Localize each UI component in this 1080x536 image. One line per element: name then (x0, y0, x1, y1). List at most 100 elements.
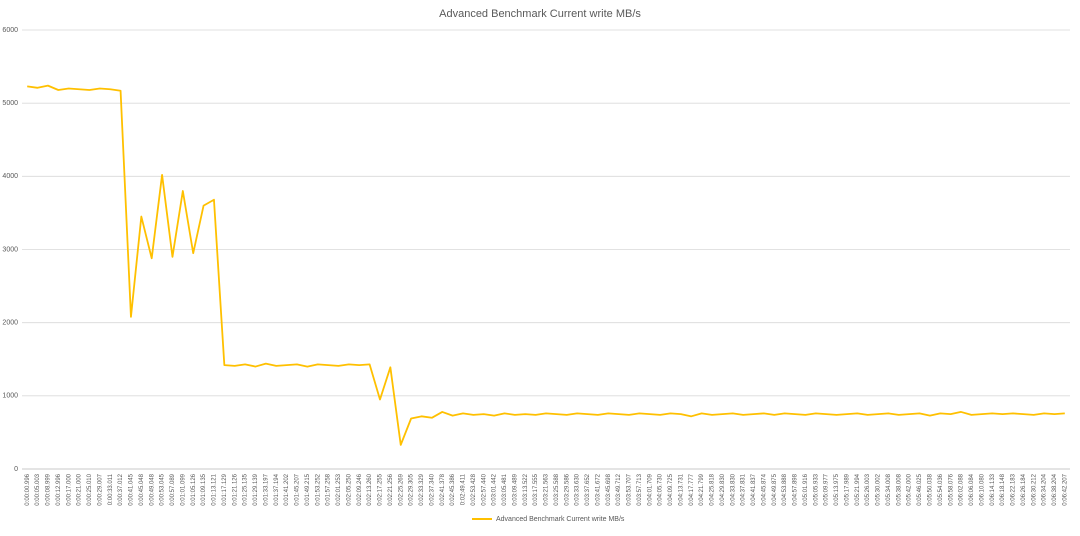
x-tick-label: 0:05:09.977 (824, 473, 830, 505)
data-line (27, 84, 1065, 446)
x-tick-label: 0:03:05.481 (502, 473, 508, 505)
x-tick-label: 0:04:49.875 (772, 473, 778, 505)
x-tick-label: 0:03:01.442 (492, 473, 498, 505)
x-tick-label: 0:04:29.830 (720, 473, 726, 505)
x-tick-label: 0:02:49.411 (461, 473, 467, 505)
x-tick-label: 0:02:17.255 (378, 473, 384, 505)
x-tick-label: 0:06:38.204 (1052, 473, 1058, 505)
x-tick-label: 0:01:41.202 (284, 473, 290, 505)
x-tick-label: 0:00:29.007 (97, 473, 103, 505)
x-tick-label: 0:02:01.253 (336, 473, 342, 505)
x-tick-label: 0:03:21.563 (544, 473, 550, 505)
x-tick-label: 0:05:17.989 (844, 473, 850, 505)
x-tick-label: 0:06:10.080 (979, 473, 985, 505)
x-tick-label: 0:04:09.725 (668, 473, 674, 505)
x-tick-label: 0:00:41.045 (129, 473, 135, 505)
y-tick-label: 5000 (2, 100, 18, 107)
y-tick-label: 0 (14, 466, 18, 473)
x-tick-label: 0:03:13.522 (523, 473, 529, 505)
x-tick-label: 0:01:33.197 (263, 473, 269, 505)
x-tick-label: 0:00:05.003 (35, 473, 41, 505)
x-tick-label: 0:06:14.133 (990, 473, 996, 505)
x-tick-label: 0:05:01.916 (803, 473, 809, 505)
x-tick-label: 0:02:33.329 (419, 473, 425, 505)
x-tick-label: 0:05:34.008 (886, 473, 892, 505)
x-tick-label: 0:02:41.378 (440, 473, 446, 505)
x-tick-label: 0:03:53.707 (627, 473, 633, 505)
x-tick-label: 0:02:05.250 (346, 473, 352, 505)
x-tick-label: 0:00:12.996 (56, 473, 62, 505)
x-tick-label: 0:00:33.011 (108, 473, 114, 505)
x-tick-label: 0:01:13.121 (212, 473, 218, 505)
x-tick-label: 0:00:57.089 (170, 473, 176, 505)
x-tick-label: 0:03:09.489 (512, 473, 518, 505)
x-tick-label: 0:04:25.818 (710, 473, 716, 505)
x-tick-label: 0:02:13.260 (367, 473, 373, 505)
x-tick-label: 0:03:57.713 (637, 473, 643, 505)
x-tick-label: 0:03:41.672 (595, 473, 601, 505)
x-tick-label: 0:00:17.000 (66, 473, 72, 505)
x-tick-label: 0:02:45.386 (450, 473, 456, 505)
x-tick-label: 0:04:21.799 (699, 473, 705, 505)
x-tick-label: 0:02:21.256 (388, 473, 394, 505)
x-tick-label: 0:05:13.975 (834, 473, 840, 505)
x-tick-label: 0:04:41.837 (751, 473, 757, 505)
x-tick-label: 0:06:26.184 (1021, 473, 1027, 505)
x-tick-label: 0:01:29.139 (253, 473, 259, 505)
x-tick-label: 0:00:21.000 (77, 473, 83, 505)
x-tick-label: 0:01:17.129 (222, 473, 228, 505)
x-tick-label: 0:00:00.996 (25, 473, 31, 505)
x-tick-label: 0:06:30.212 (1031, 473, 1037, 505)
x-tick-label: 0:05:42.000 (907, 473, 913, 505)
x-tick-label: 0:01:25.135 (243, 473, 249, 505)
x-tick-label: 0:00:53.045 (160, 473, 166, 505)
x-tick-label: 0:04:33.830 (730, 473, 736, 505)
x-tick-label: 0:04:45.874 (761, 473, 767, 505)
x-tick-label: 0:01:49.215 (305, 473, 311, 505)
x-tick-label: 0:04:17.777 (689, 473, 695, 505)
chart-title: Advanced Benchmark Current write MB/s (439, 8, 641, 20)
y-tick-label: 3000 (2, 246, 18, 253)
x-tick-label: 0:02:25.269 (398, 473, 404, 505)
y-tick-label: 2000 (2, 320, 18, 327)
x-tick-label: 0:01:57.258 (326, 473, 332, 505)
y-tick-label: 4000 (2, 173, 18, 180)
x-tick-label: 0:03:37.652 (585, 473, 591, 505)
x-tick-label: 0:05:05.933 (813, 473, 819, 505)
x-tick-label: 0:05:30.002 (876, 473, 882, 505)
x-tick-label: 0:06:34.204 (1042, 473, 1048, 505)
x-tick-label: 0:01:21.126 (232, 473, 238, 505)
x-tick-label: 0:00:49.048 (149, 473, 155, 505)
x-tick-label: 0:04:37.831 (741, 473, 747, 505)
x-tick-label: 0:05:26.003 (865, 473, 871, 505)
x-tick-label: 0:00:45.048 (139, 473, 145, 505)
x-tick-label: 0:00:08.999 (46, 473, 52, 505)
x-tick-label: 0:03:25.588 (554, 473, 560, 505)
x-tick-label: 0:05:54.036 (938, 473, 944, 505)
x-tick-label: 0:01:05.126 (191, 473, 197, 505)
x-tick-label: 0:04:57.898 (793, 473, 799, 505)
x-tick-label: 0:00:25.010 (87, 473, 93, 505)
x-tick-label: 0:02:57.440 (481, 473, 487, 505)
x-tick-label: 0:01:45.207 (295, 473, 301, 505)
x-tick-label: 0:01:37.194 (274, 473, 280, 505)
x-tick-label: 0:02:37.340 (429, 473, 435, 505)
x-tick-label: 0:04:01.709 (647, 473, 653, 505)
x-tick-label: 0:03:29.586 (564, 473, 570, 505)
x-tick-label: 0:02:53.428 (471, 473, 477, 505)
x-tick-label: 0:06:02.088 (959, 473, 965, 505)
x-tick-label: 0:06:18.148 (1000, 473, 1006, 505)
x-tick-label: 0:05:50.038 (927, 473, 933, 505)
x-tick-label: 0:05:21.994 (855, 473, 861, 505)
x-tick-label: 0:01:01.099 (180, 473, 186, 505)
legend-label: Advanced Benchmark Current write MB/s (496, 516, 625, 523)
x-tick-label: 0:05:38.008 (896, 473, 902, 505)
x-tick-label: 0:04:53.888 (782, 473, 788, 505)
x-tick-label: 0:03:45.698 (606, 473, 612, 505)
x-tick-label: 0:04:05.730 (658, 473, 664, 505)
x-tick-label: 0:05:46.025 (917, 473, 923, 505)
x-tick-label: 0:01:09.135 (201, 473, 207, 505)
x-tick-label: 0:06:06.084 (969, 473, 975, 505)
